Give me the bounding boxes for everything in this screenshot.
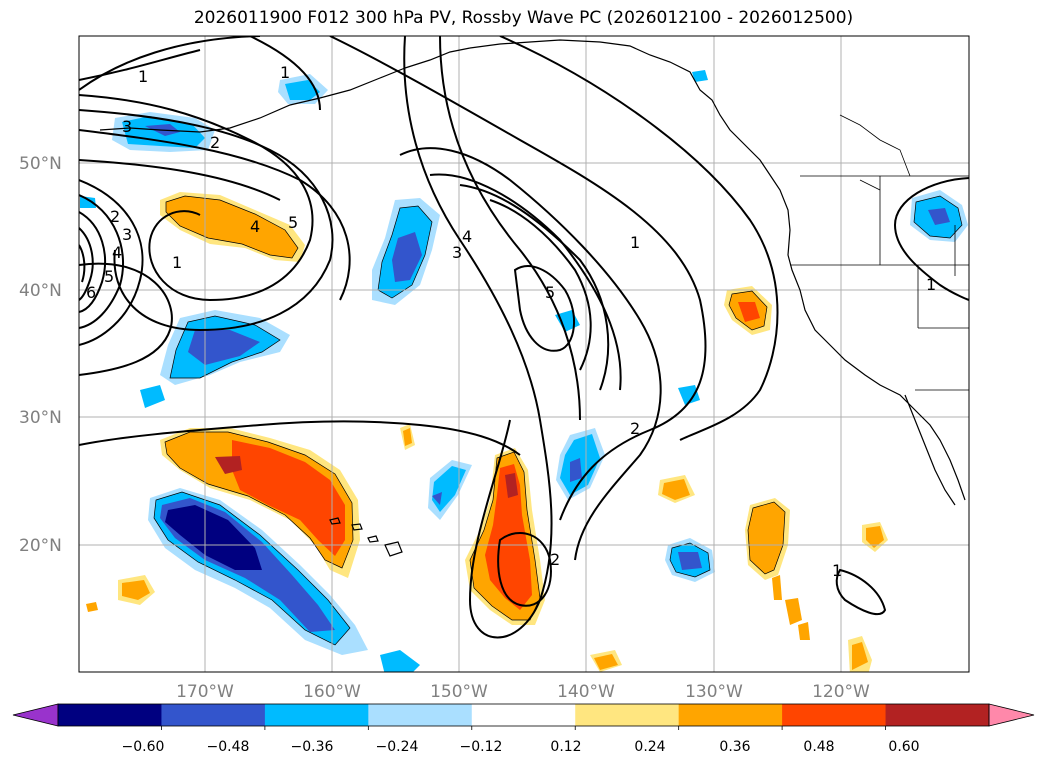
map-title: 2026011900 F012 300 hPa PV, Rossby Wave … <box>193 8 854 28</box>
pc-contours <box>79 36 969 639</box>
colorbar-bin <box>471 704 576 726</box>
lat-label: 40°N <box>19 281 62 301</box>
colorbar-tick-label: 0.12 <box>550 739 581 755</box>
contour-label: 1 <box>630 233 640 252</box>
negative-anomaly-north <box>278 74 328 104</box>
contour-label: 4 <box>462 227 472 246</box>
colorbar-bin <box>264 704 369 726</box>
colorbar-tick-label: 0.36 <box>719 739 750 755</box>
pv-outlines <box>153 195 963 646</box>
positive-anomaly-north <box>160 192 305 262</box>
contour-label: 1 <box>926 275 936 294</box>
political-borders <box>790 114 969 391</box>
contour-label: 4 <box>250 217 260 236</box>
contour-label: 3 <box>452 243 462 262</box>
lon-label: 170°W <box>176 682 234 702</box>
negative-anomaly-northeast <box>910 190 968 242</box>
contour-label: 1 <box>280 63 290 82</box>
lon-label: 130°W <box>685 682 743 702</box>
contour-label: 1 <box>832 561 842 580</box>
colorbar-tick-label: −0.60 <box>122 739 165 755</box>
graticule <box>79 36 969 672</box>
negative-anomaly-aleutians-west <box>112 112 215 152</box>
positive-anomaly-east <box>724 286 772 335</box>
colorbar-tick-label: −0.12 <box>460 739 503 755</box>
lon-label: 140°W <box>557 682 615 702</box>
colorbar-bin <box>161 704 266 726</box>
colorbar-bin <box>782 704 887 726</box>
colorbar-tick-label: 0.48 <box>803 739 834 755</box>
contour-labels: 1 1 2 3 2 3 4 5 6 4 5 1 3 4 5 1 2 2 1 1 <box>86 63 936 580</box>
latitude-labels: 50°N 40°N 30°N 20°N <box>19 154 62 556</box>
negative-anomaly-central <box>372 198 440 305</box>
negative-anomaly-bottom <box>380 650 420 672</box>
contour-label: 1 <box>138 67 148 86</box>
colorbar-bin <box>885 704 990 726</box>
negative-anomaly-west <box>140 310 290 408</box>
lat-label: 20°N <box>19 536 62 556</box>
lon-label: 120°W <box>812 682 870 702</box>
colorbar-tick-label: −0.36 <box>291 739 334 755</box>
colorbar-tick-labels: −0.60 −0.48 −0.36 −0.24 −0.12 0.12 0.24 … <box>122 739 920 755</box>
contour-label: 5 <box>104 267 114 286</box>
negative-anomaly-southwest <box>148 488 368 655</box>
lon-label: 150°W <box>430 682 488 702</box>
negative-anomaly-east-subtropical <box>555 310 700 500</box>
contour-label: 1 <box>172 253 182 272</box>
colorbar-tick-label: 0.60 <box>888 739 919 755</box>
contour-label: 4 <box>112 243 122 262</box>
contour-label: 6 <box>86 283 96 302</box>
colorbar-tick-label: −0.48 <box>207 739 250 755</box>
lat-label: 50°N <box>19 154 62 174</box>
contour-label: 2 <box>630 419 640 438</box>
colorbar-tick-label: 0.24 <box>634 739 665 755</box>
map-border <box>78 35 970 673</box>
pv-shading <box>80 70 968 672</box>
contour-label: 3 <box>122 117 132 136</box>
colorbar-bin <box>678 704 783 726</box>
contour-label: 2 <box>110 207 120 226</box>
negative-anomaly-east <box>665 538 715 582</box>
contour-label: 5 <box>288 213 298 232</box>
longitude-labels: 170°W 160°W 150°W 140°W 130°W 120°W <box>176 682 870 702</box>
colorbar-bin <box>58 704 162 726</box>
lat-label: 30°N <box>19 408 62 428</box>
contour-label: 2 <box>550 550 560 569</box>
colorbar <box>12 703 1035 730</box>
lon-label: 160°W <box>303 682 361 702</box>
colorbar-bin <box>575 704 680 726</box>
colorbar-extend-high <box>988 703 1035 727</box>
negative-anomaly-subtropical <box>428 460 472 520</box>
colorbar-tick-label: −0.24 <box>376 739 419 755</box>
contour-label: 3 <box>122 225 132 244</box>
colorbar-extend-low <box>12 703 59 727</box>
colorbar-outline <box>57 703 990 727</box>
contour-label: 2 <box>210 133 220 152</box>
colorbar-bin <box>368 704 473 726</box>
contour-label: 5 <box>545 283 555 302</box>
